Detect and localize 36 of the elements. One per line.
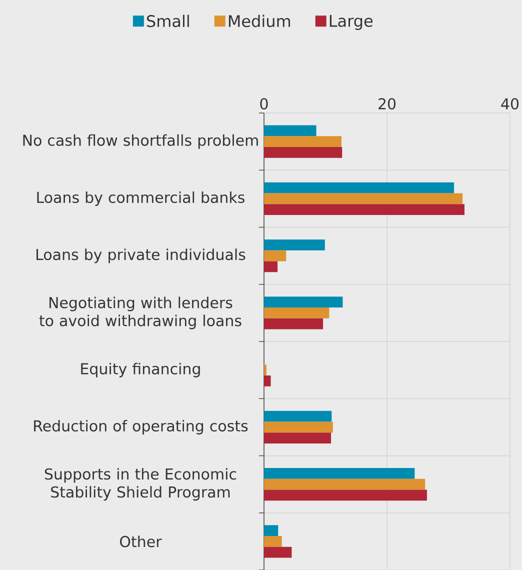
x-tick-label: 40 bbox=[501, 98, 519, 110]
legend-label: Small bbox=[146, 14, 189, 28]
bar bbox=[264, 125, 316, 136]
bar bbox=[264, 136, 342, 147]
bar bbox=[264, 490, 427, 501]
y-tick-label: Equity financing bbox=[81, 362, 200, 378]
bar bbox=[264, 308, 330, 318]
bar bbox=[264, 525, 278, 536]
bar bbox=[264, 536, 282, 547]
bar bbox=[264, 182, 454, 194]
bar bbox=[264, 375, 271, 386]
y-tick-label: Loans by private individuals bbox=[36, 248, 246, 264]
bar bbox=[264, 422, 333, 433]
bar bbox=[264, 250, 286, 262]
bar bbox=[264, 261, 278, 272]
bar bbox=[264, 318, 324, 330]
bar bbox=[264, 204, 464, 215]
x-tick-label: 20 bbox=[378, 98, 396, 110]
bar bbox=[264, 296, 343, 308]
bar bbox=[264, 468, 415, 479]
y-tick-label: No cash flow shortfalls problem bbox=[23, 134, 258, 149]
bar bbox=[264, 478, 426, 490]
bar bbox=[264, 146, 342, 158]
legend-label: Large bbox=[330, 15, 373, 30]
y-tick-label: Reduction of operating costs bbox=[34, 420, 248, 434]
bar bbox=[264, 432, 332, 444]
y-tick-label: Other bbox=[120, 536, 162, 548]
y-tick-label: Negotiating with lenders to avoid withdrawing loans bbox=[39, 296, 242, 330]
bar bbox=[264, 193, 463, 204]
y-tick-label: Loans by commercial banks bbox=[37, 191, 244, 206]
y-tick-label: Supports in the Economic Stability Shield Program bbox=[44, 468, 236, 501]
bar bbox=[264, 410, 332, 422]
legend-label: Medium bbox=[228, 14, 290, 28]
x-tick-label: 0 bbox=[260, 98, 268, 110]
bar bbox=[264, 240, 325, 250]
bar bbox=[264, 546, 292, 558]
